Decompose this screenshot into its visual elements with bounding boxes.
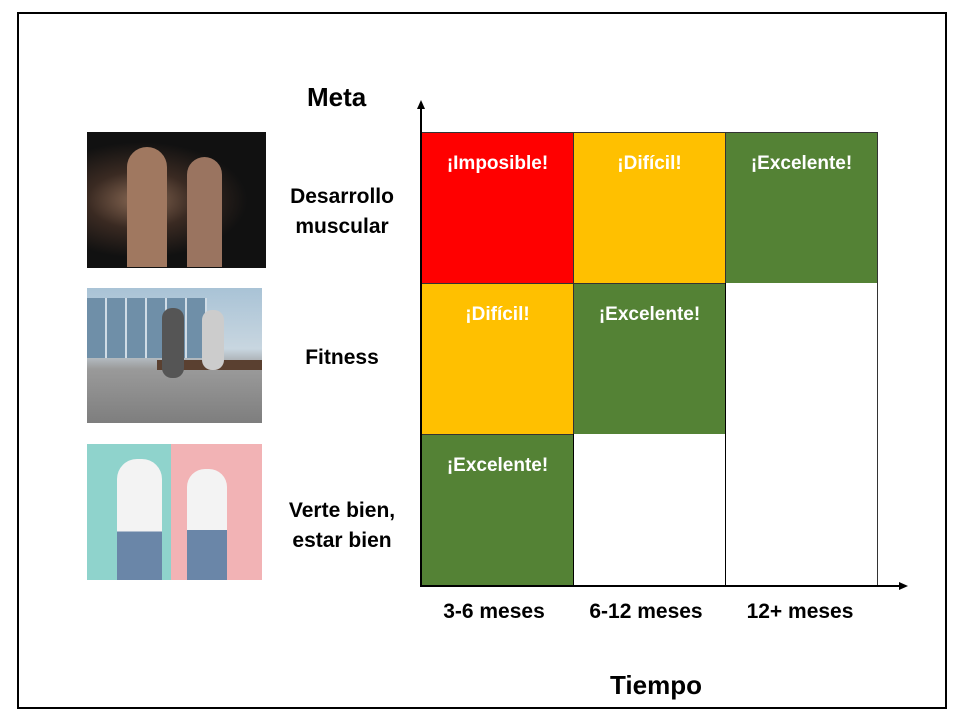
matrix-cell-r3-c1: ¡Excelente!: [421, 434, 574, 586]
row-label-muscle: Desarrollo muscular: [290, 185, 394, 238]
x-axis-title: Tiempo: [610, 670, 702, 700]
matrix-cell-r2-c1: ¡Difícil!: [421, 283, 574, 435]
row-label-fitness: Fitness: [305, 346, 379, 369]
row-label-wellbeing: Verte bien, estar bien: [288, 499, 396, 552]
matrix-cell-r1-c3: ¡Excelente!: [725, 132, 878, 284]
slide-frame: [17, 12, 947, 709]
x-tick-12plus: 12+ meses: [746, 600, 854, 623]
x-tick-6-12: 6-12 meses: [589, 600, 703, 623]
matrix-cell-r3-c2: [573, 434, 726, 586]
photo-fitness: [87, 288, 262, 423]
x-axis-arrow-icon: [899, 582, 908, 590]
matrix-cell-r1-c1: ¡Imposible!: [421, 132, 574, 284]
x-tick-3-6: 3-6 meses: [443, 600, 545, 623]
matrix-cell-r3-c3: [725, 434, 878, 586]
x-axis: [420, 585, 900, 587]
y-axis-title: Meta: [307, 82, 367, 112]
matrix-cell-r2-c3: [725, 283, 878, 435]
y-axis: [420, 108, 422, 587]
photo-casual: [87, 444, 262, 580]
matrix-cell-r1-c2: ¡Difícil!: [573, 132, 726, 284]
matrix-cell-r2-c2: ¡Excelente!: [573, 283, 726, 435]
photo-bodybuilders: [87, 132, 266, 268]
y-axis-arrow-icon: [417, 100, 425, 109]
